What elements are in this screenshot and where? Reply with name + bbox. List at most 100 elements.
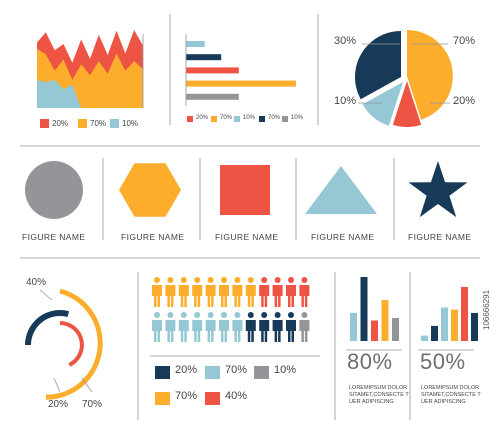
pie-slice-1	[392, 81, 422, 127]
circle-shape	[25, 161, 83, 219]
figure-name-2: FIGURE NAME	[215, 232, 279, 242]
mini-bar-1-3	[451, 309, 458, 341]
area-legend-label-2: 10%	[122, 119, 139, 128]
arc-ring-0	[25, 310, 70, 346]
hbar-legend-label-4: 10%	[291, 115, 304, 121]
area-legend-swatch-2	[110, 119, 119, 128]
picto-legend-swatch-4	[205, 392, 220, 405]
pie-label-2: 10%	[334, 95, 357, 107]
hbar-legend-label-2: 10%	[243, 115, 256, 121]
person-icon-1-0	[152, 312, 162, 342]
bar-caption-right: LOREMIPSUM DOLOR SITAMET,CONSECTE T UER …	[421, 385, 481, 405]
arc-leader-2	[81, 377, 93, 393]
pie-label-1: 20%	[453, 95, 476, 107]
arc-ring-2	[45, 288, 103, 400]
star-shape	[408, 161, 468, 218]
mini-bar-1-4	[461, 287, 468, 341]
person-icon-1-5	[219, 312, 229, 342]
person-icon-1-6	[232, 312, 243, 342]
person-icon-0-5	[219, 277, 229, 307]
person-icon-1-7	[245, 312, 256, 342]
picto-legend-label-2: 10%	[274, 364, 297, 376]
hbar-legend-label-3: 70%	[268, 115, 281, 121]
arc-label-1: 20%	[48, 399, 69, 410]
bar-percent-50: 50%	[420, 349, 466, 374]
person-icon-1-10	[286, 312, 296, 342]
arc-label-0: 40%	[26, 277, 47, 288]
person-icon-0-3	[192, 277, 203, 307]
mini-bar-1-5	[471, 312, 478, 341]
mini-bar-1-0	[421, 335, 428, 341]
pie-slice-0	[407, 30, 453, 120]
figure-name-3: FIGURE NAME	[311, 232, 375, 242]
pie-slice-3	[354, 31, 401, 100]
picto-legend-label-4: 40%	[225, 390, 248, 402]
hbar-legend-swatch-4	[282, 116, 288, 122]
person-icon-0-0	[152, 277, 162, 307]
hbar-legend-swatch-1	[211, 116, 217, 122]
person-icon-0-6	[232, 277, 243, 307]
person-icon-1-9	[272, 312, 283, 342]
person-icon-0-10	[286, 277, 296, 307]
picto-legend-swatch-2	[254, 366, 269, 379]
hbar-2	[186, 67, 239, 74]
mini-bar-0-3	[381, 300, 389, 341]
bar-percent-80: 80%	[347, 349, 393, 374]
picto-legend-label-0: 20%	[175, 364, 198, 376]
picto-legend-swatch-0	[155, 366, 170, 379]
arc-ring-1	[59, 321, 84, 367]
hbar-0	[186, 41, 205, 47]
figure-name-0: FIGURE NAME	[22, 232, 86, 242]
area-legend-label-0: 20%	[52, 119, 69, 128]
figure-name-4: FIGURE NAME	[408, 232, 472, 242]
area-series-2	[37, 79, 143, 108]
mini-bar-0-0	[350, 312, 357, 341]
hbar-legend-label-1: 70%	[220, 115, 233, 121]
bar-caption-left: LOREMIPSUM DOLOR SITAMET,CONSECTE T UER …	[349, 385, 409, 405]
hexagon-shape	[119, 163, 181, 217]
person-icon-0-1	[165, 277, 176, 307]
triangle-shape	[305, 166, 377, 214]
person-icon-0-4	[205, 277, 216, 307]
mini-bar-0-1	[360, 277, 368, 341]
person-icon-0-11	[299, 277, 310, 307]
pie-label-0: 70%	[453, 35, 476, 47]
picto-legend-label-3: 70%	[175, 390, 198, 402]
person-icon-0-7	[245, 277, 256, 307]
hbar-3	[186, 80, 296, 87]
hbar-4	[186, 93, 239, 100]
picto-legend-swatch-1	[205, 366, 220, 379]
hbar-1	[186, 54, 222, 61]
mini-bar-1-1	[431, 325, 438, 341]
person-icon-1-11	[299, 312, 310, 342]
person-icon-1-3	[192, 312, 203, 342]
pie-slice-2	[362, 82, 403, 126]
stock-id: 106666291	[482, 289, 491, 330]
figure-name-1: FIGURE NAME	[121, 232, 185, 242]
mini-bar-0-4	[392, 317, 399, 341]
area-legend-swatch-1	[78, 119, 87, 128]
person-icon-0-9	[272, 277, 283, 307]
picto-legend-swatch-3	[155, 392, 170, 405]
hbar-legend-label-0: 20%	[196, 115, 209, 121]
pie-label-3: 30%	[334, 35, 357, 47]
picto-legend-label-1: 70%	[225, 364, 248, 376]
person-icon-0-8	[259, 277, 270, 307]
arc-label-2: 70%	[82, 399, 103, 410]
person-icon-1-4	[205, 312, 216, 342]
hbar-legend-swatch-2	[234, 116, 240, 122]
arc-leader-1	[53, 377, 61, 393]
hbar-legend-swatch-0	[187, 116, 193, 122]
hbar-legend-swatch-3	[259, 116, 265, 122]
person-icon-1-8	[259, 312, 270, 342]
arc-leader-0	[39, 289, 53, 301]
square-shape	[220, 165, 270, 215]
person-icon-0-2	[178, 277, 189, 307]
mini-bar-1-2	[441, 307, 448, 341]
area-legend-label-1: 70%	[90, 119, 107, 128]
person-icon-1-2	[178, 312, 189, 342]
person-icon-1-1	[165, 312, 176, 342]
mini-bar-0-2	[371, 320, 378, 341]
